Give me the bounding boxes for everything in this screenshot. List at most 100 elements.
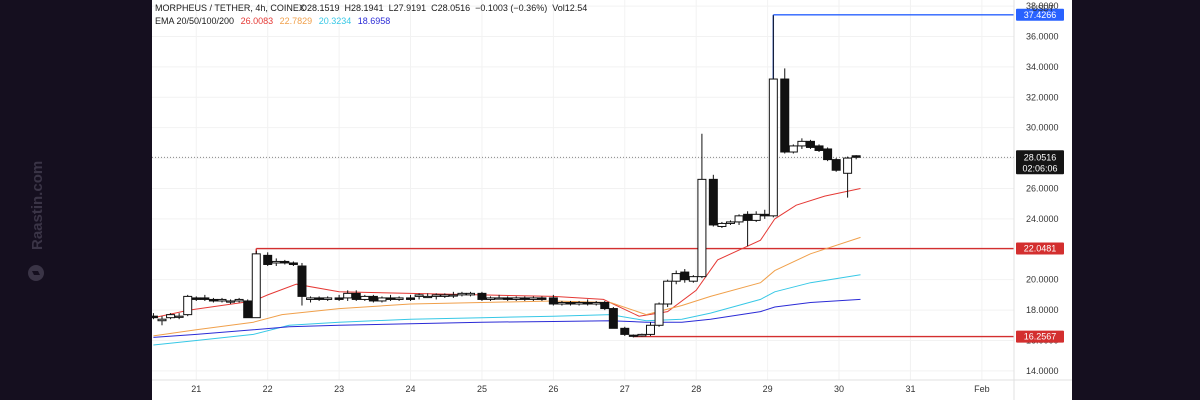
candle[interactable] (431, 293, 441, 300)
candle[interactable] (566, 300, 576, 306)
candle-body (234, 298, 244, 302)
candle[interactable] (654, 302, 664, 327)
candle[interactable] (688, 275, 698, 283)
candle[interactable] (494, 294, 504, 300)
candle[interactable] (743, 211, 753, 247)
candle[interactable] (406, 294, 416, 301)
candle[interactable] (548, 294, 558, 306)
candle[interactable] (557, 300, 567, 306)
candle[interactable] (280, 259, 290, 265)
candle[interactable] (520, 296, 530, 301)
candle[interactable] (591, 300, 601, 306)
price-label-bg (1016, 330, 1064, 343)
y-tick-label: 34.0000 (1026, 62, 1059, 72)
candle[interactable] (680, 269, 690, 283)
y-tick-label: 26.0000 (1026, 183, 1059, 193)
candle[interactable] (671, 270, 681, 285)
candle-body (360, 295, 370, 300)
candle[interactable] (334, 294, 344, 301)
candle[interactable] (174, 313, 184, 320)
candle[interactable] (503, 296, 513, 301)
candle-body (152, 315, 158, 319)
candle[interactable] (157, 316, 167, 326)
candle-body (191, 297, 201, 300)
candle[interactable] (368, 294, 378, 303)
candle[interactable] (234, 297, 244, 303)
candle[interactable] (697, 133, 707, 279)
candle[interactable] (243, 299, 253, 319)
candle[interactable] (780, 68, 790, 154)
candle[interactable] (511, 296, 521, 301)
candle[interactable] (217, 297, 227, 303)
candle[interactable] (297, 262, 307, 306)
candle[interactable] (788, 144, 798, 154)
candle[interactable] (477, 291, 487, 301)
y-tick-label: 36.0000 (1026, 31, 1059, 41)
candle[interactable] (768, 15, 778, 218)
candle[interactable] (343, 290, 353, 301)
candle-body (334, 297, 344, 300)
candle[interactable] (537, 296, 547, 301)
candle[interactable] (440, 293, 450, 298)
candle[interactable] (725, 220, 735, 225)
candle[interactable] (805, 139, 815, 149)
candle[interactable] (323, 296, 333, 301)
candle[interactable] (448, 291, 458, 298)
candle[interactable] (263, 252, 273, 266)
candle[interactable] (386, 294, 396, 301)
candle[interactable] (734, 214, 744, 225)
candle[interactable] (152, 313, 158, 320)
candle-body (734, 215, 744, 223)
candle[interactable] (645, 322, 655, 336)
candle[interactable] (314, 296, 324, 301)
candle[interactable] (637, 333, 647, 337)
candle-body (183, 295, 193, 316)
candle[interactable] (851, 155, 861, 160)
candle[interactable] (360, 294, 370, 301)
candle[interactable] (486, 296, 496, 301)
candle[interactable] (394, 296, 404, 301)
candle[interactable] (414, 293, 424, 300)
candle[interactable] (620, 326, 630, 336)
candle[interactable] (608, 307, 618, 329)
candle[interactable] (823, 147, 833, 162)
candle[interactable] (191, 296, 201, 301)
candle[interactable] (814, 144, 824, 152)
candle[interactable] (288, 261, 298, 266)
candle[interactable] (183, 294, 193, 317)
candle[interactable] (751, 211, 761, 222)
candle[interactable] (466, 291, 476, 297)
candle[interactable] (251, 250, 261, 319)
watermark: Raastin.com (16, 150, 56, 310)
candle[interactable] (797, 138, 807, 149)
candle-body (280, 260, 290, 264)
candle[interactable] (377, 296, 387, 303)
price-label: 22.0481 (1024, 244, 1057, 254)
candle-body (271, 260, 281, 264)
candle[interactable] (628, 334, 638, 338)
candle[interactable] (528, 296, 538, 301)
candle[interactable] (583, 299, 593, 306)
candle[interactable] (457, 291, 467, 297)
candle-body (511, 297, 521, 300)
candle[interactable] (760, 209, 770, 219)
candle[interactable] (166, 313, 176, 320)
candle[interactable] (663, 279, 673, 308)
candle[interactable] (271, 258, 281, 266)
candle[interactable] (351, 290, 361, 301)
ema-legend-label: EMA 20/50/100/200 (155, 16, 234, 26)
candle[interactable] (574, 300, 584, 306)
candle[interactable] (306, 296, 316, 303)
candle[interactable] (600, 300, 610, 311)
candle-body (243, 300, 253, 319)
candle[interactable] (831, 158, 841, 172)
candle[interactable] (717, 221, 727, 228)
candle[interactable] (200, 294, 210, 301)
candle[interactable] (423, 293, 433, 299)
candle[interactable] (226, 299, 236, 304)
candle[interactable] (208, 297, 218, 303)
candle[interactable] (708, 174, 718, 227)
x-tick-label: 29 (763, 384, 773, 394)
candle[interactable] (843, 156, 853, 198)
